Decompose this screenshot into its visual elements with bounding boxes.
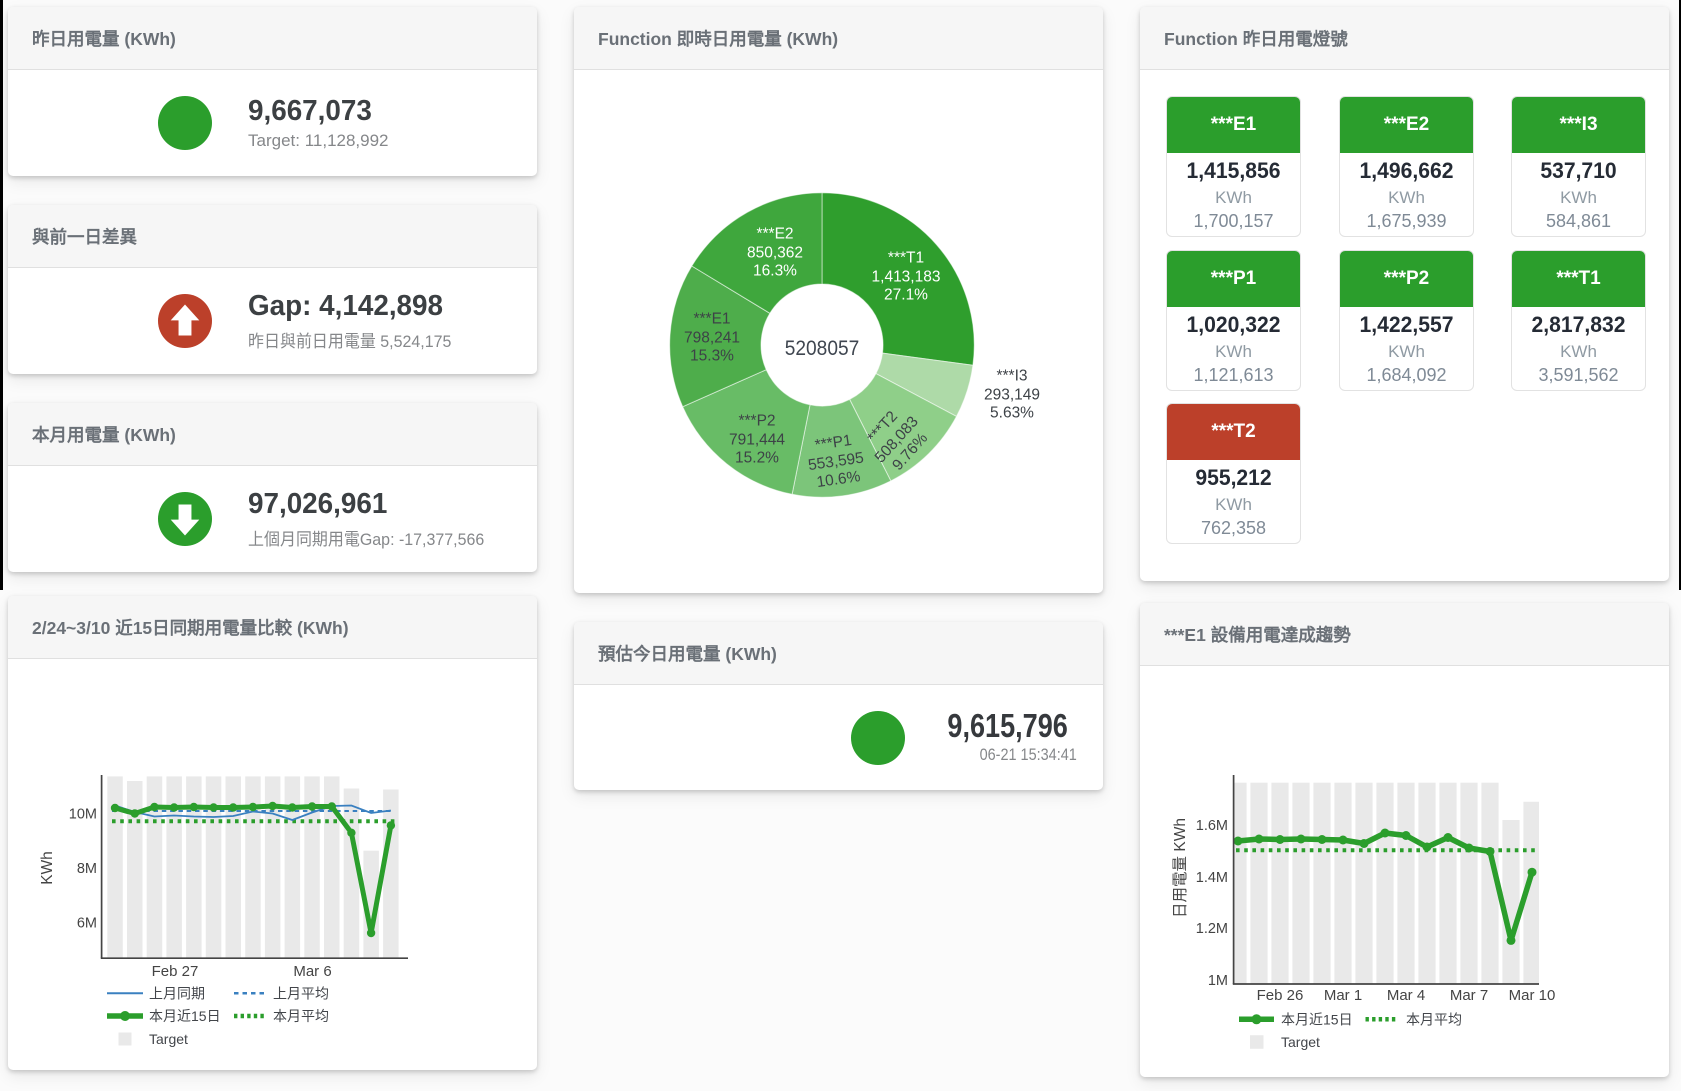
svg-text:Feb 27: Feb 27 — [152, 963, 199, 980]
svg-text:Target: Target — [149, 1031, 188, 1047]
svg-text:本月平均: 本月平均 — [273, 1008, 329, 1024]
svg-text:本月近15日: 本月近15日 — [1281, 1011, 1353, 1027]
svg-text:10M: 10M — [69, 807, 97, 823]
svg-text:6M: 6M — [77, 915, 97, 931]
svg-text:Mar 10: Mar 10 — [1509, 987, 1556, 1004]
svg-text:1.6M: 1.6M — [1196, 818, 1228, 834]
svg-text:Feb 26: Feb 26 — [1257, 987, 1304, 1004]
svg-text:本月平均: 本月平均 — [1406, 1011, 1462, 1027]
svg-text:KWh: KWh — [39, 851, 56, 885]
svg-text:Mar 6: Mar 6 — [293, 963, 331, 980]
svg-text:本月近15日: 本月近15日 — [149, 1008, 221, 1024]
svg-text:日用電量 KWh: 日用電量 KWh — [1172, 818, 1189, 918]
svg-text:上月平均: 上月平均 — [273, 985, 329, 1001]
svg-text:上月同期: 上月同期 — [149, 985, 205, 1001]
svg-text:1.4M: 1.4M — [1196, 870, 1228, 886]
svg-text:8M: 8M — [77, 861, 97, 877]
svg-text:Mar 4: Mar 4 — [1387, 987, 1425, 1004]
svg-text:Mar 7: Mar 7 — [1450, 987, 1488, 1004]
svg-text:Target: Target — [1281, 1034, 1320, 1050]
svg-text:Mar 1: Mar 1 — [1324, 987, 1362, 1004]
svg-text:1.2M: 1.2M — [1196, 921, 1228, 937]
svg-text:1M: 1M — [1208, 973, 1228, 989]
